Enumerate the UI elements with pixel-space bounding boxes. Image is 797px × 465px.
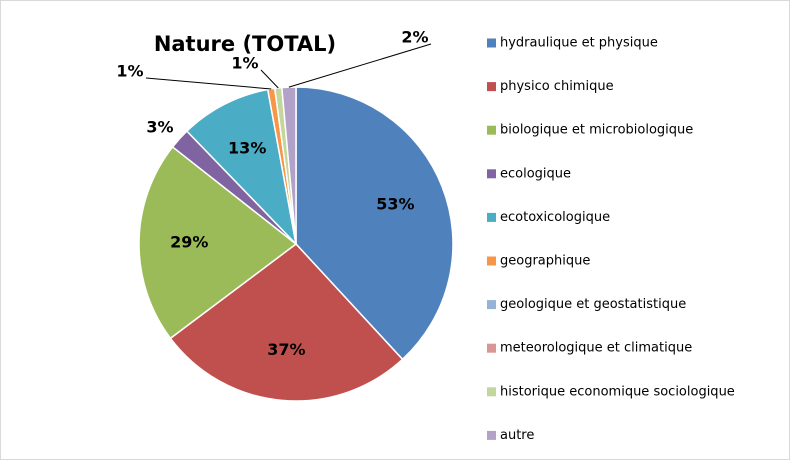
legend-label: physico chimique (500, 79, 614, 94)
legend-label: meteorologique et climatique (500, 341, 692, 356)
legend-swatch (487, 82, 496, 92)
pie-slice (185, 88, 298, 247)
legend-swatch (487, 343, 496, 353)
data-label: 53% (376, 195, 414, 214)
pie-slice (169, 242, 404, 402)
data-label: 1% (116, 62, 143, 81)
data-label: 3% (146, 118, 173, 137)
legend-label: geographique (500, 254, 590, 269)
pie-slice (138, 145, 298, 340)
leader-line (288, 43, 432, 88)
legend-swatch (487, 169, 496, 179)
legend-label: ecotoxicologique (500, 210, 610, 225)
legend-swatch (487, 387, 496, 397)
legend-swatch (487, 256, 496, 266)
legend-label: ecologique (500, 166, 571, 181)
legend-label: geologique et geostatistique (500, 297, 686, 312)
legend-label: biologique et microbiologique (500, 123, 693, 138)
legend-label: hydraulique et physique (500, 36, 658, 51)
legend-swatch (487, 300, 496, 310)
leader-line (260, 69, 279, 89)
data-label: 29% (170, 232, 208, 251)
legend-label: historique economique sociologique (500, 384, 735, 399)
legend-swatch (487, 430, 496, 440)
chart-title: Nature (TOTAL) (154, 32, 336, 56)
pie-slice (295, 86, 454, 361)
legend-swatch (487, 212, 496, 222)
data-label: 1% (231, 54, 258, 73)
legend-swatch (487, 38, 496, 48)
data-label: 37% (267, 340, 305, 359)
legend-label: autre (500, 428, 534, 443)
legend-swatch (487, 125, 496, 135)
data-label: 2% (401, 28, 428, 47)
leader-line (145, 77, 272, 90)
data-label: 13% (228, 139, 266, 158)
